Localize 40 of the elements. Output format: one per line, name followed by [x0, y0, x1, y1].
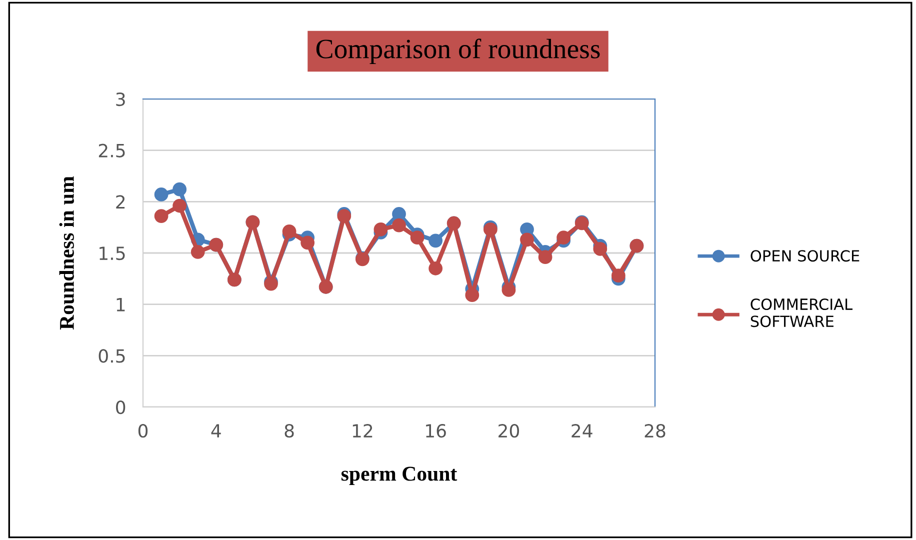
legend-label: OPEN SOURCE [750, 250, 860, 262]
point [410, 230, 424, 245]
legend-label: COMMERCIAL SOFTWARE [750, 298, 852, 328]
point [172, 182, 187, 196]
y-tick-label: 0.5 [98, 349, 125, 363]
y-tick-label: 3 [116, 92, 125, 106]
x-axis-title: sperm Count [341, 466, 458, 486]
point [190, 245, 205, 259]
point [611, 268, 626, 283]
x-tick-label: 24 [572, 424, 592, 438]
point [520, 232, 534, 247]
x-tick-label: 0 [138, 424, 148, 438]
point [300, 236, 315, 250]
point [374, 222, 388, 236]
point [154, 188, 168, 202]
chart-title: Comparison of roundness [316, 38, 600, 64]
point [428, 261, 443, 276]
y-tick-label: 1.5 [100, 246, 125, 260]
y-tick-label: 2 [116, 195, 125, 209]
x-tick-label: 12 [352, 424, 372, 438]
x-tick-label: 20 [498, 424, 520, 438]
x-tick-label: 4 [211, 424, 221, 438]
point [282, 224, 296, 238]
point [154, 209, 168, 223]
point [465, 288, 480, 302]
point [556, 230, 571, 245]
point [428, 234, 443, 248]
x-tick-label: 16 [426, 424, 446, 438]
y-tick-label: 0 [116, 400, 126, 414]
y-axis-title: Roundness in um [59, 176, 74, 330]
point [392, 218, 406, 232]
y-tick-label: 1 [116, 298, 125, 312]
point [538, 250, 552, 264]
point [502, 283, 516, 297]
y-tick-label: 2.5 [98, 144, 125, 158]
x-tick-label: 28 [644, 424, 666, 438]
x-tick-label: 8 [284, 424, 294, 438]
point [392, 207, 406, 221]
point [172, 198, 187, 213]
point [593, 242, 608, 256]
